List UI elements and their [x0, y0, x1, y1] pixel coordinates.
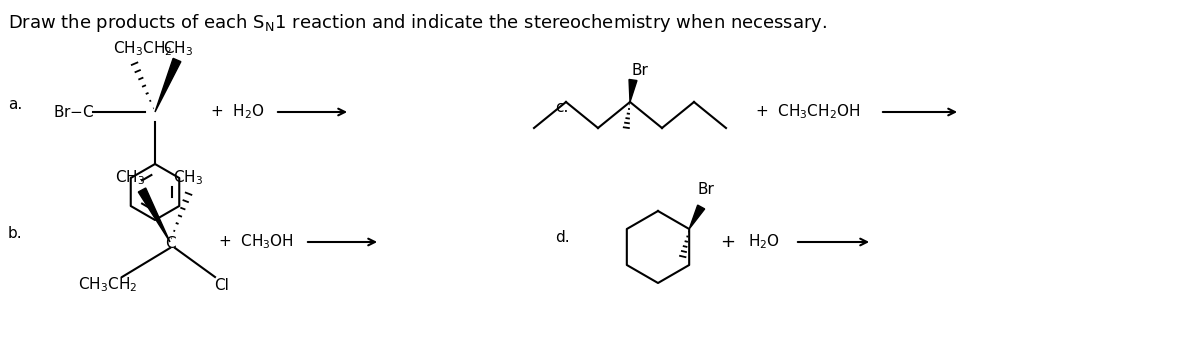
Text: c.: c.: [554, 99, 569, 115]
Text: CH$_3$: CH$_3$: [115, 168, 145, 187]
Text: $+$  H$_2$O: $+$ H$_2$O: [210, 103, 264, 121]
Text: C: C: [166, 237, 175, 251]
Text: a.: a.: [8, 96, 23, 112]
Text: b.: b.: [8, 226, 23, 242]
Text: Br$-$C: Br$-$C: [53, 104, 95, 120]
Text: Br: Br: [697, 182, 714, 197]
Text: CH$_3$CH$_2$: CH$_3$CH$_2$: [78, 276, 138, 294]
Polygon shape: [155, 58, 181, 112]
Text: H$_2$O: H$_2$O: [748, 233, 780, 251]
Text: $+$  CH$_3$CH$_2$OH: $+$ CH$_3$CH$_2$OH: [755, 103, 860, 121]
Text: $+$: $+$: [720, 233, 736, 251]
Text: Cl: Cl: [214, 278, 229, 294]
Polygon shape: [689, 205, 704, 229]
Text: CH$_3$: CH$_3$: [173, 168, 203, 187]
Text: CH$_3$: CH$_3$: [163, 39, 193, 58]
Text: $+$  CH$_3$OH: $+$ CH$_3$OH: [218, 233, 294, 251]
Text: Br: Br: [632, 63, 649, 78]
Text: d.: d.: [554, 229, 570, 245]
Polygon shape: [138, 188, 170, 242]
Text: Draw the products of each S$_\mathregular{N}$1 reaction and indicate the stereoc: Draw the products of each S$_\mathregula…: [8, 12, 827, 34]
Text: CH$_3$CH$_2$: CH$_3$CH$_2$: [113, 39, 173, 58]
Polygon shape: [629, 80, 637, 102]
